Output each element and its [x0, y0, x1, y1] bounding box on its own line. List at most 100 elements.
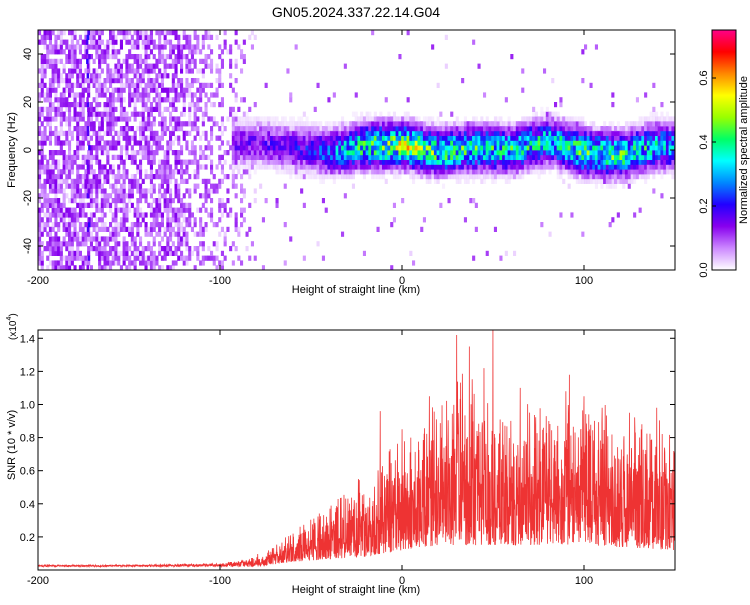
spectrogram-cell [201, 111, 205, 117]
spectrogram-cell [357, 159, 361, 165]
spectrogram-cell [354, 164, 358, 170]
spectrogram-cell [371, 169, 375, 175]
spectrogram-cell [281, 145, 285, 151]
spectrogram-cell [95, 44, 99, 50]
spectrogram-cell [38, 92, 42, 98]
spectrogram-cell [68, 92, 72, 98]
spectrogram-cell [149, 126, 153, 132]
spectrogram-cell [308, 169, 312, 175]
spectrogram-cell [351, 169, 355, 175]
spectrogram-cell [204, 145, 208, 151]
spectrogram-cell [472, 121, 476, 127]
spectrogram-cell [417, 164, 421, 170]
spectrogram-cell [59, 130, 63, 136]
snr-y-tick-label: 1.0 [20, 399, 35, 411]
spectrogram-cell [578, 145, 582, 151]
spectrogram-cell [226, 174, 230, 180]
spectrogram-cell [51, 212, 55, 218]
spectrogram-cell [109, 92, 113, 98]
spectrogram-cell [657, 130, 661, 136]
spectrogram-cell [302, 202, 306, 208]
spectrogram-cell [114, 246, 118, 252]
spectrogram-cell [633, 121, 637, 127]
spectrogram-cell [504, 150, 508, 156]
spectrogram-cell [308, 150, 312, 156]
spectrogram-cell [234, 130, 238, 136]
spectrogram-cell [188, 39, 192, 45]
spectrogram-cell [70, 116, 74, 122]
spectrogram-cell [220, 82, 224, 88]
spectrogram-cell [483, 126, 487, 132]
spectrogram-cell [177, 154, 181, 160]
spectrogram-cell [114, 241, 118, 247]
spectrogram-cell [84, 183, 88, 189]
spectrogram-cell [373, 121, 377, 127]
spectrogram-cell [387, 116, 391, 122]
spectrogram-cell [43, 202, 47, 208]
spectrogram-cell [215, 255, 219, 261]
spectrogram-cell [106, 140, 110, 146]
spectrogram-cell [240, 183, 244, 189]
spectrogram-cell [160, 236, 164, 242]
spectrogram-cell [160, 30, 164, 36]
spectrogram-cell [68, 236, 72, 242]
spectrogram-y-tick-label: 20 [22, 96, 34, 108]
spectrogram-cell [166, 73, 170, 79]
spectrogram-cell [644, 121, 648, 127]
spectrogram-cell [518, 169, 522, 175]
spectrogram-cell [578, 130, 582, 136]
spectrogram-cell [114, 87, 118, 93]
spectrogram-cell [95, 198, 99, 204]
spectrogram-cell [638, 126, 642, 132]
spectrogram-cell [480, 121, 484, 127]
spectrogram-cell [182, 121, 186, 127]
spectrogram-cell [622, 178, 626, 184]
spectrogram-cell [567, 150, 571, 156]
spectrogram-cell [447, 159, 451, 165]
spectrogram-cell [160, 145, 164, 151]
spectrogram-cell [283, 150, 287, 156]
spectrogram-cell [149, 226, 153, 232]
spectrogram-cell [463, 164, 467, 170]
spectrogram-cell [660, 126, 664, 132]
spectrogram-cell [147, 34, 151, 40]
spectrogram-cell [567, 135, 571, 141]
spectrogram-cell [199, 145, 203, 151]
spectrogram-cell [510, 121, 514, 127]
spectrogram-cell [111, 54, 115, 60]
spectrogram-cell [532, 169, 536, 175]
spectrogram-cell [103, 44, 107, 50]
spectrogram-cell [73, 92, 77, 98]
spectrogram-cell [529, 126, 533, 132]
spectrogram-cell [422, 121, 426, 127]
spectrogram-cell [343, 135, 347, 141]
spectrogram-cell [163, 226, 167, 232]
spectrogram-cell [543, 150, 547, 156]
spectrogram-cell [575, 140, 579, 146]
spectrogram-cell [428, 140, 432, 146]
spectrogram-cell [188, 193, 192, 199]
spectrogram-cell [368, 116, 372, 122]
spectrogram-cell [450, 154, 454, 160]
spectrogram-cell [611, 164, 615, 170]
spectrogram-cell [338, 159, 342, 165]
spectrogram-cell [371, 140, 375, 146]
spectrogram-cell [240, 260, 244, 266]
spectrogram-cell [313, 150, 317, 156]
spectrogram-cell [250, 241, 254, 247]
spectrogram-cell [515, 159, 519, 165]
snr-panel: -200 -100 0 100 0.20.40.60.81.01.21.4 Heigh… [6, 313, 676, 596]
spectrogram-cell [68, 111, 72, 117]
spectrogram-cell [578, 140, 582, 146]
spectrogram-cell [89, 145, 93, 151]
spectrogram-cell [218, 54, 222, 60]
spectrogram-cell [297, 150, 301, 156]
spectrogram-cell [111, 169, 115, 175]
spectrogram-cell [616, 130, 620, 136]
spectrogram-cell [297, 135, 301, 141]
spectrogram-cell [147, 202, 151, 208]
spectrogram-cell [283, 154, 287, 160]
spectrogram-cell [515, 130, 519, 136]
spectrogram-cell [319, 169, 323, 175]
spectrogram-cell [256, 135, 260, 141]
